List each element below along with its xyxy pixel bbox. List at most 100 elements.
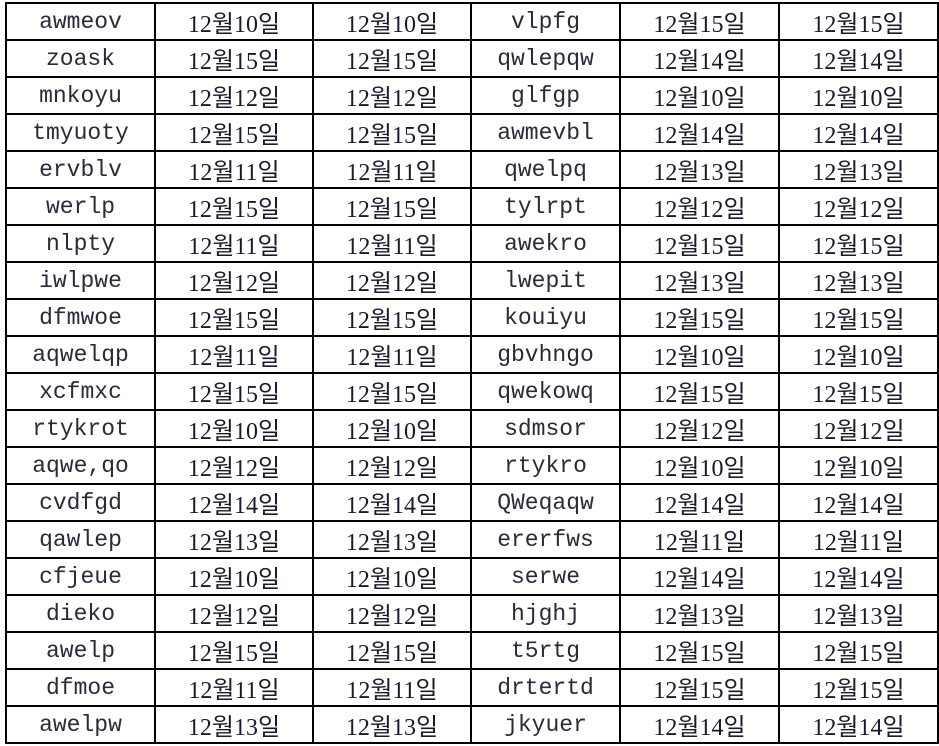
cell-date-a1[interactable]: 12월10일 — [154, 2, 314, 41]
cell-date-b1[interactable]: 12월14일 — [619, 39, 780, 78]
cell-date-b2[interactable]: 12월11일 — [778, 520, 939, 559]
cell-name-a[interactable]: aqwelqp — [5, 335, 156, 374]
cell-name-a[interactable]: nlpty — [5, 224, 156, 263]
cell-date-a1[interactable]: 12월15일 — [154, 113, 314, 152]
cell-date-a2[interactable]: 12월11일 — [312, 335, 472, 374]
cell-date-a2[interactable]: 12월11일 — [312, 224, 472, 263]
cell-date-a2[interactable]: 12월10일 — [312, 2, 472, 41]
cell-date-b2[interactable]: 12월13일 — [778, 261, 939, 300]
cell-date-a1[interactable]: 12월15일 — [154, 298, 314, 337]
cell-name-a[interactable]: zoask — [5, 39, 156, 78]
cell-name-b[interactable]: glfgp — [470, 76, 621, 115]
cell-name-b[interactable]: qwlepqw — [470, 39, 621, 78]
cell-date-a2[interactable]: 12월12일 — [312, 594, 472, 633]
cell-date-a2[interactable]: 12월15일 — [312, 298, 472, 337]
cell-date-a2[interactable]: 12월11일 — [312, 150, 472, 189]
cell-date-b1[interactable]: 12월15일 — [619, 631, 780, 670]
cell-date-b1[interactable]: 12월13일 — [619, 594, 780, 633]
cell-date-a1[interactable]: 12월15일 — [154, 631, 314, 670]
cell-date-a2[interactable]: 12월10일 — [312, 557, 472, 596]
cell-name-a[interactable]: awmeov — [5, 2, 156, 41]
cell-date-b2[interactable]: 12월14일 — [778, 113, 939, 152]
cell-date-b2[interactable]: 12월14일 — [778, 557, 939, 596]
cell-date-a2[interactable]: 12월11일 — [312, 668, 472, 707]
cell-name-a[interactable]: dfmwoe — [5, 298, 156, 337]
cell-date-a2[interactable]: 12월15일 — [312, 631, 472, 670]
cell-date-a1[interactable]: 12월11일 — [154, 668, 314, 707]
cell-date-b2[interactable]: 12월12일 — [778, 409, 939, 448]
cell-date-b1[interactable]: 12월14일 — [619, 705, 780, 744]
cell-name-a[interactable]: awelp — [5, 631, 156, 670]
cell-date-b2[interactable]: 12월14일 — [778, 483, 939, 522]
cell-date-a1[interactable]: 12월12일 — [154, 261, 314, 300]
cell-date-b2[interactable]: 12월12일 — [778, 187, 939, 226]
cell-date-a1[interactable]: 12월11일 — [154, 224, 314, 263]
cell-name-b[interactable]: drtertd — [470, 668, 621, 707]
cell-date-b2[interactable]: 12월15일 — [778, 668, 939, 707]
cell-date-a2[interactable]: 12월12일 — [312, 76, 472, 115]
cell-date-b1[interactable]: 12월15일 — [619, 2, 780, 41]
cell-name-b[interactable]: kouiyu — [470, 298, 621, 337]
cell-date-b1[interactable]: 12월15일 — [619, 224, 780, 263]
cell-date-a1[interactable]: 12월10일 — [154, 409, 314, 448]
cell-name-b[interactable]: awekro — [470, 224, 621, 263]
cell-date-a2[interactable]: 12월13일 — [312, 520, 472, 559]
cell-name-a[interactable]: mnkoyu — [5, 76, 156, 115]
cell-name-a[interactable]: aqwe,qo — [5, 446, 156, 485]
cell-date-a1[interactable]: 12월11일 — [154, 150, 314, 189]
cell-date-b1[interactable]: 12월12일 — [619, 409, 780, 448]
cell-date-a1[interactable]: 12월10일 — [154, 557, 314, 596]
cell-date-b2[interactable]: 12월15일 — [778, 372, 939, 411]
cell-date-b2[interactable]: 12월13일 — [778, 594, 939, 633]
cell-date-b2[interactable]: 12월15일 — [778, 2, 939, 41]
cell-name-a[interactable]: awelpw — [5, 705, 156, 744]
cell-date-a2[interactable]: 12월13일 — [312, 705, 472, 744]
cell-name-a[interactable]: cvdfgd — [5, 483, 156, 522]
cell-name-b[interactable]: rtykro — [470, 446, 621, 485]
cell-date-b1[interactable]: 12월15일 — [619, 298, 780, 337]
cell-name-b[interactable]: vlpfg — [470, 2, 621, 41]
cell-name-a[interactable]: cfjeue — [5, 557, 156, 596]
cell-date-b1[interactable]: 12월15일 — [619, 668, 780, 707]
cell-name-a[interactable]: dfmoe — [5, 668, 156, 707]
cell-name-b[interactable]: t5rtg — [470, 631, 621, 670]
cell-name-b[interactable]: ererfws — [470, 520, 621, 559]
cell-name-b[interactable]: qwekowq — [470, 372, 621, 411]
cell-date-b2[interactable]: 12월15일 — [778, 224, 939, 263]
cell-date-b1[interactable]: 12월13일 — [619, 150, 780, 189]
cell-date-a1[interactable]: 12월14일 — [154, 483, 314, 522]
cell-name-b[interactable]: qwelpq — [470, 150, 621, 189]
cell-name-b[interactable]: awmevbl — [470, 113, 621, 152]
cell-date-a1[interactable]: 12월15일 — [154, 39, 314, 78]
cell-date-b2[interactable]: 12월13일 — [778, 150, 939, 189]
cell-name-b[interactable]: QWeqaqw — [470, 483, 621, 522]
cell-name-a[interactable]: xcfmxc — [5, 372, 156, 411]
cell-date-b1[interactable]: 12월12일 — [619, 187, 780, 226]
cell-date-a1[interactable]: 12월13일 — [154, 520, 314, 559]
cell-name-b[interactable]: jkyuer — [470, 705, 621, 744]
cell-name-b[interactable]: tylrpt — [470, 187, 621, 226]
cell-date-a1[interactable]: 12월15일 — [154, 187, 314, 226]
cell-date-b2[interactable]: 12월10일 — [778, 76, 939, 115]
cell-date-a2[interactable]: 12월15일 — [312, 187, 472, 226]
cell-date-b1[interactable]: 12월14일 — [619, 113, 780, 152]
cell-date-b2[interactable]: 12월15일 — [778, 298, 939, 337]
cell-date-b2[interactable]: 12월10일 — [778, 335, 939, 374]
cell-date-b2[interactable]: 12월10일 — [778, 446, 939, 485]
cell-name-a[interactable]: werlp — [5, 187, 156, 226]
cell-date-b1[interactable]: 12월15일 — [619, 372, 780, 411]
cell-date-b2[interactable]: 12월14일 — [778, 705, 939, 744]
cell-name-b[interactable]: hjghj — [470, 594, 621, 633]
cell-date-a2[interactable]: 12월12일 — [312, 261, 472, 300]
cell-name-b[interactable]: lwepit — [470, 261, 621, 300]
cell-date-a1[interactable]: 12월13일 — [154, 705, 314, 744]
cell-date-b1[interactable]: 12월14일 — [619, 483, 780, 522]
cell-date-a2[interactable]: 12월15일 — [312, 39, 472, 78]
cell-name-a[interactable]: ervblv — [5, 150, 156, 189]
cell-date-a1[interactable]: 12월12일 — [154, 76, 314, 115]
cell-date-a2[interactable]: 12월10일 — [312, 409, 472, 448]
cell-date-b1[interactable]: 12월11일 — [619, 520, 780, 559]
cell-name-b[interactable]: sdmsor — [470, 409, 621, 448]
cell-name-a[interactable]: rtykrot — [5, 409, 156, 448]
cell-date-b1[interactable]: 12월13일 — [619, 261, 780, 300]
